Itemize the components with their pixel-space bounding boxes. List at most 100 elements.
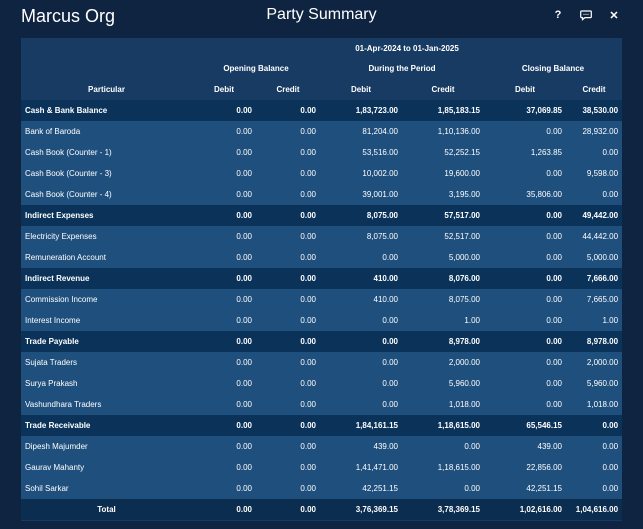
row-label: Gaurav Mahanty xyxy=(21,457,192,478)
table-row[interactable]: Commission Income 0.00 0.00 410.00 8,075.00 0… xyxy=(21,289,623,310)
table-row[interactable]: Sohil Sarkar 0.00 0.00 42,251.15 0.00 42,251.… xyxy=(21,478,623,499)
row-label: Trade Receivable xyxy=(21,415,192,436)
chat-icon[interactable] xyxy=(579,8,593,22)
group-opening-balance: Opening Balance xyxy=(192,58,320,79)
amount-cell: 0.00 xyxy=(320,247,402,268)
amount-cell: 42,251.15 xyxy=(484,478,566,499)
total-row[interactable]: Total 0.00 0.00 3,76,369.15 3,78,369.15 1,02,… xyxy=(21,499,623,520)
close-icon[interactable]: ✕ xyxy=(609,9,619,22)
amount-cell: 53,516.00 xyxy=(320,142,402,163)
table-row[interactable]: Dipesh Majumder 0.00 0.00 439.00 0.00 439.00 0… xyxy=(21,436,623,457)
amount-cell: 0.00 xyxy=(192,163,256,184)
table-row[interactable]: Electricity Expenses 0.00 0.00 8,075.00 52,5… xyxy=(21,226,623,247)
table-row[interactable]: Remuneration Account 0.00 0.00 0.00 5,000.00… xyxy=(21,247,623,268)
amount-cell: 1,02,616.00 xyxy=(484,499,566,520)
amount-cell: 0.00 xyxy=(484,247,566,268)
amount-cell: 0.00 xyxy=(256,478,320,499)
row-label: Total xyxy=(21,499,192,520)
row-label: Sohil Sarkar xyxy=(21,478,192,499)
row-label: Cash Book (Counter - 3) xyxy=(21,163,192,184)
amount-cell: 0.00 xyxy=(192,142,256,163)
amount-cell: 8,978.00 xyxy=(402,331,484,352)
amount-cell: 52,252.15 xyxy=(402,142,484,163)
amount-cell: 1,18,615.00 xyxy=(402,457,484,478)
amount-cell: 7,666.00 xyxy=(566,268,623,289)
amount-cell: 0.00 xyxy=(256,310,320,331)
amount-cell: 0.00 xyxy=(256,352,320,373)
amount-cell: 0.00 xyxy=(192,310,256,331)
column-header: Credit xyxy=(256,79,320,100)
amount-cell: 0.00 xyxy=(566,478,623,499)
amount-cell: 1,83,723.00 xyxy=(320,100,402,121)
table-row[interactable]: Interest Income 0.00 0.00 0.00 1.00 0.00 1.00 xyxy=(21,310,623,331)
group-row[interactable]: Indirect Expenses 0.00 0.00 8,075.00 57,517.… xyxy=(21,205,623,226)
amount-cell: 9,598.00 xyxy=(566,163,623,184)
amount-cell: 5,960.00 xyxy=(402,373,484,394)
amount-cell: 0.00 xyxy=(566,415,623,436)
help-icon[interactable]: ? xyxy=(554,9,562,21)
table-row[interactable]: Cash Book (Counter - 1) 0.00 0.00 53,516.00… xyxy=(21,142,623,163)
table-row[interactable]: Sujata Traders 0.00 0.00 0.00 2,000.00 0.00 2,… xyxy=(21,352,623,373)
group-row[interactable]: Cash & Bank Balance 0.00 0.00 1,83,723.00 1,… xyxy=(21,100,623,121)
table-row[interactable]: Vashundhara Traders 0.00 0.00 0.00 1,018.00 0… xyxy=(21,394,623,415)
group-row[interactable]: Trade Payable 0.00 0.00 0.00 8,978.00 0.00 8,9… xyxy=(21,331,623,352)
chat-bubble-icon xyxy=(580,10,592,21)
amount-cell: 0.00 xyxy=(320,331,402,352)
amount-cell: 0.00 xyxy=(256,205,320,226)
amount-cell: 0.00 xyxy=(256,184,320,205)
amount-cell: 410.00 xyxy=(320,289,402,310)
amount-cell: 0.00 xyxy=(256,268,320,289)
amount-cell: 0.00 xyxy=(256,457,320,478)
amount-cell: 1,018.00 xyxy=(402,394,484,415)
row-label: Interest Income xyxy=(21,310,192,331)
amount-cell: 0.00 xyxy=(256,142,320,163)
amount-cell: 0.00 xyxy=(256,121,320,142)
amount-cell: 0.00 xyxy=(484,310,566,331)
amount-cell: 0.00 xyxy=(192,100,256,121)
row-label: Bank of Baroda xyxy=(21,121,192,142)
amount-cell: 0.00 xyxy=(320,310,402,331)
amount-cell: 5,000.00 xyxy=(402,247,484,268)
column-header: Debit xyxy=(320,79,402,100)
amount-cell: 65,546.15 xyxy=(484,415,566,436)
table-row[interactable]: Surya Prakash 0.00 0.00 0.00 5,960.00 0.00 5,9… xyxy=(21,373,623,394)
row-label: Remuneration Account xyxy=(21,247,192,268)
amount-cell: 0.00 xyxy=(192,289,256,310)
amount-cell: 0.00 xyxy=(192,457,256,478)
amount-cell: 0.00 xyxy=(484,121,566,142)
table-row[interactable]: Cash Book (Counter - 4) 0.00 0.00 39,001.00… xyxy=(21,184,623,205)
row-label: Trade Payable xyxy=(21,331,192,352)
column-header: Particular xyxy=(21,79,192,100)
group-row[interactable]: Indirect Revenue 0.00 0.00 410.00 8,076.00 0.… xyxy=(21,268,623,289)
column-header: Debit xyxy=(484,79,566,100)
row-label: Cash Book (Counter - 1) xyxy=(21,142,192,163)
amount-cell: 0.00 xyxy=(320,394,402,415)
amount-cell: 1,263.85 xyxy=(484,142,566,163)
amount-cell: 44,442.00 xyxy=(566,226,623,247)
amount-cell: 0.00 xyxy=(566,142,623,163)
amount-cell: 439.00 xyxy=(484,436,566,457)
amount-cell: 1,10,136.00 xyxy=(402,121,484,142)
amount-cell: 19,600.00 xyxy=(402,163,484,184)
amount-cell: 0.00 xyxy=(484,289,566,310)
amount-cell: 8,075.00 xyxy=(320,226,402,247)
amount-cell: 0.00 xyxy=(256,289,320,310)
amount-cell: 7,665.00 xyxy=(566,289,623,310)
amount-cell: 3,78,369.15 xyxy=(402,499,484,520)
amount-cell: 1.00 xyxy=(566,310,623,331)
amount-cell: 0.00 xyxy=(256,100,320,121)
amount-cell: 0.00 xyxy=(192,226,256,247)
amount-cell: 10,002.00 xyxy=(320,163,402,184)
table-row[interactable]: Bank of Baroda 0.00 0.00 81,204.00 1,10,136.… xyxy=(21,121,623,142)
row-label: Commission Income xyxy=(21,289,192,310)
amount-cell: 0.00 xyxy=(256,247,320,268)
row-label: Cash & Bank Balance xyxy=(21,100,192,121)
amount-cell: 410.00 xyxy=(320,268,402,289)
amount-cell: 0.00 xyxy=(192,394,256,415)
group-row[interactable]: Trade Receivable 0.00 0.00 1,84,161.15 1,18,… xyxy=(21,415,623,436)
amount-cell: 0.00 xyxy=(256,499,320,520)
table-row[interactable]: Gaurav Mahanty 0.00 0.00 1,41,471.00 1,18,61… xyxy=(21,457,623,478)
table-row[interactable]: Cash Book (Counter - 3) 0.00 0.00 10,002.00… xyxy=(21,163,623,184)
amount-cell: 22,856.00 xyxy=(484,457,566,478)
amount-cell: 0.00 xyxy=(192,331,256,352)
